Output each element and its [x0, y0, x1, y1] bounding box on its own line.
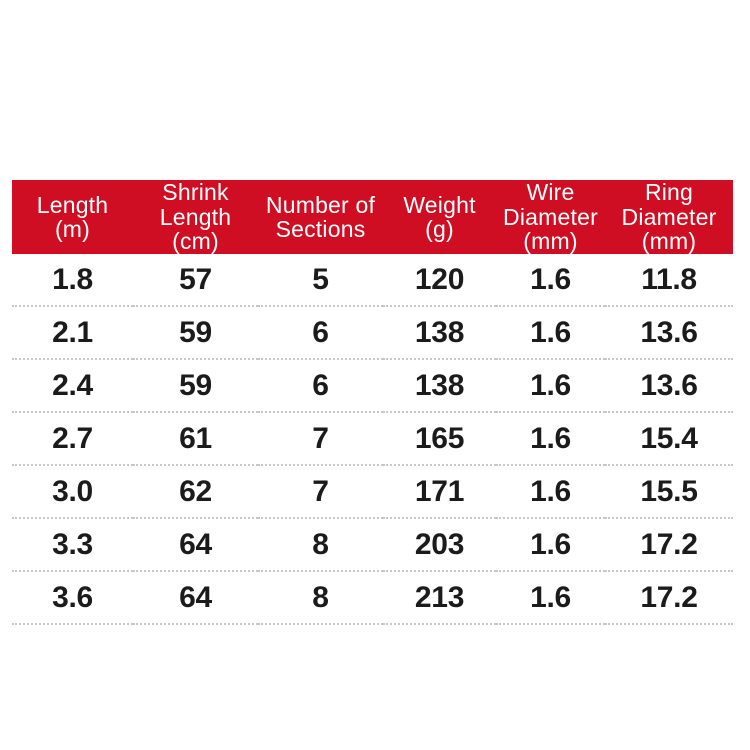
table-cell: 13.6: [605, 306, 733, 360]
table-cell: 203: [383, 518, 496, 572]
header-cell-weight: Weight (g): [383, 180, 496, 254]
table-cell: 13.6: [605, 359, 733, 413]
table-cell: 61: [133, 412, 258, 466]
header-cell-ring-diameter: Ring Diameter (mm): [605, 180, 733, 254]
table-cell: 7: [258, 412, 383, 466]
header-cell-wire-diameter: Wire Diameter (mm): [496, 180, 605, 254]
table-header: Length (m) Shrink Length (cm) Number of …: [12, 180, 733, 254]
table-cell: 59: [133, 359, 258, 413]
table-cell: 120: [383, 254, 496, 307]
table-cell: 1.8: [12, 254, 133, 307]
table-cell: 3.6: [12, 571, 133, 625]
table-cell: 62: [133, 465, 258, 519]
table-cell: 1.6: [496, 518, 605, 572]
table-cell: 15.5: [605, 465, 733, 519]
table-cell: 2.4: [12, 359, 133, 413]
table-cell: 7: [258, 465, 383, 519]
table-cell: 1.6: [496, 359, 605, 413]
table-cell: 165: [383, 412, 496, 466]
table-row: 2.4 59 6 138 1.6 13.6: [12, 359, 733, 413]
table-body: 1.8 57 5 120 1.6 11.8 2.1 59 6 138 1.6 13.6 2.4 59 6 13…: [12, 254, 733, 625]
table-row: 3.6 64 8 213 1.6 17.2: [12, 571, 733, 625]
table-cell: 1.6: [496, 571, 605, 625]
table-cell: 15.4: [605, 412, 733, 466]
table-cell: 5: [258, 254, 383, 307]
table-cell: 1.6: [496, 306, 605, 360]
table-row: 1.8 57 5 120 1.6 11.8: [12, 254, 733, 307]
header-cell-shrink-length: Shrink Length (cm): [133, 180, 258, 254]
table-cell: 17.2: [605, 518, 733, 572]
table-row: 2.1 59 6 138 1.6 13.6: [12, 306, 733, 360]
table-cell: 1.6: [496, 254, 605, 307]
table-cell: 57: [133, 254, 258, 307]
table-cell: 213: [383, 571, 496, 625]
table-cell: 1.6: [496, 412, 605, 466]
spec-table: Length (m) Shrink Length (cm) Number of …: [12, 180, 733, 625]
table-cell: 6: [258, 306, 383, 360]
table-cell: 138: [383, 306, 496, 360]
header-row: Length (m) Shrink Length (cm) Number of …: [12, 180, 733, 254]
table-cell: 2.1: [12, 306, 133, 360]
table-cell: 138: [383, 359, 496, 413]
table-cell: 64: [133, 518, 258, 572]
table-cell: 1.6: [496, 465, 605, 519]
table-cell: 171: [383, 465, 496, 519]
table-cell: 11.8: [605, 254, 733, 307]
table-cell: 17.2: [605, 571, 733, 625]
table-cell: 6: [258, 359, 383, 413]
table-cell: 3.3: [12, 518, 133, 572]
table-cell: 59: [133, 306, 258, 360]
table-cell: 8: [258, 571, 383, 625]
table-cell: 64: [133, 571, 258, 625]
table-row: 3.3 64 8 203 1.6 17.2: [12, 518, 733, 572]
table-row: 3.0 62 7 171 1.6 15.5: [12, 465, 733, 519]
header-cell-number-of-sections: Number of Sections: [258, 180, 383, 254]
table-row: 2.7 61 7 165 1.6 15.4: [12, 412, 733, 466]
table-cell: 3.0: [12, 465, 133, 519]
table-cell: 8: [258, 518, 383, 572]
table-cell: 2.7: [12, 412, 133, 466]
header-cell-length: Length (m): [12, 180, 133, 254]
